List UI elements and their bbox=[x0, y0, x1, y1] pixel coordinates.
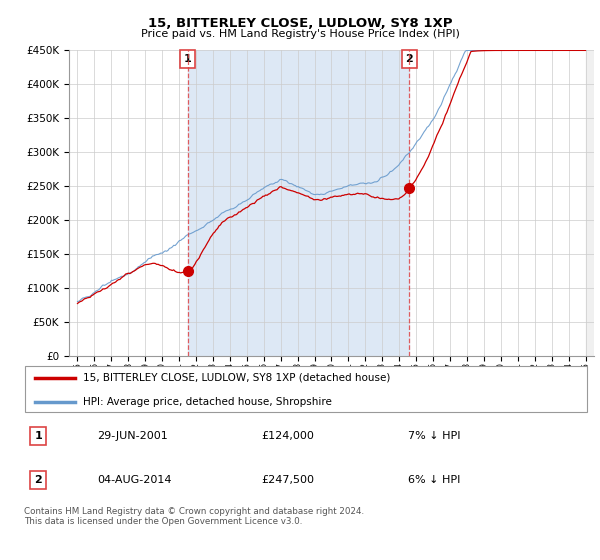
FancyBboxPatch shape bbox=[25, 366, 587, 412]
Text: 29-JUN-2001: 29-JUN-2001 bbox=[97, 431, 168, 441]
Text: HPI: Average price, detached house, Shropshire: HPI: Average price, detached house, Shro… bbox=[83, 397, 332, 407]
Text: 6% ↓ HPI: 6% ↓ HPI bbox=[407, 475, 460, 485]
Text: Contains HM Land Registry data © Crown copyright and database right 2024.
This d: Contains HM Land Registry data © Crown c… bbox=[24, 507, 364, 526]
Text: 04-AUG-2014: 04-AUG-2014 bbox=[97, 475, 172, 485]
Text: Price paid vs. HM Land Registry's House Price Index (HPI): Price paid vs. HM Land Registry's House … bbox=[140, 29, 460, 39]
Bar bbox=[586, 50, 594, 356]
Text: £124,000: £124,000 bbox=[261, 431, 314, 441]
Text: 15, BITTERLEY CLOSE, LUDLOW, SY8 1XP (detached house): 15, BITTERLEY CLOSE, LUDLOW, SY8 1XP (de… bbox=[83, 372, 391, 382]
Bar bbox=[188, 50, 409, 356]
Text: 2: 2 bbox=[34, 475, 42, 485]
Text: 1: 1 bbox=[34, 431, 42, 441]
Text: 15, BITTERLEY CLOSE, LUDLOW, SY8 1XP: 15, BITTERLEY CLOSE, LUDLOW, SY8 1XP bbox=[148, 17, 452, 30]
Text: 2: 2 bbox=[406, 54, 413, 64]
Text: 1: 1 bbox=[184, 54, 191, 64]
Text: £247,500: £247,500 bbox=[261, 475, 314, 485]
Text: 7% ↓ HPI: 7% ↓ HPI bbox=[407, 431, 460, 441]
